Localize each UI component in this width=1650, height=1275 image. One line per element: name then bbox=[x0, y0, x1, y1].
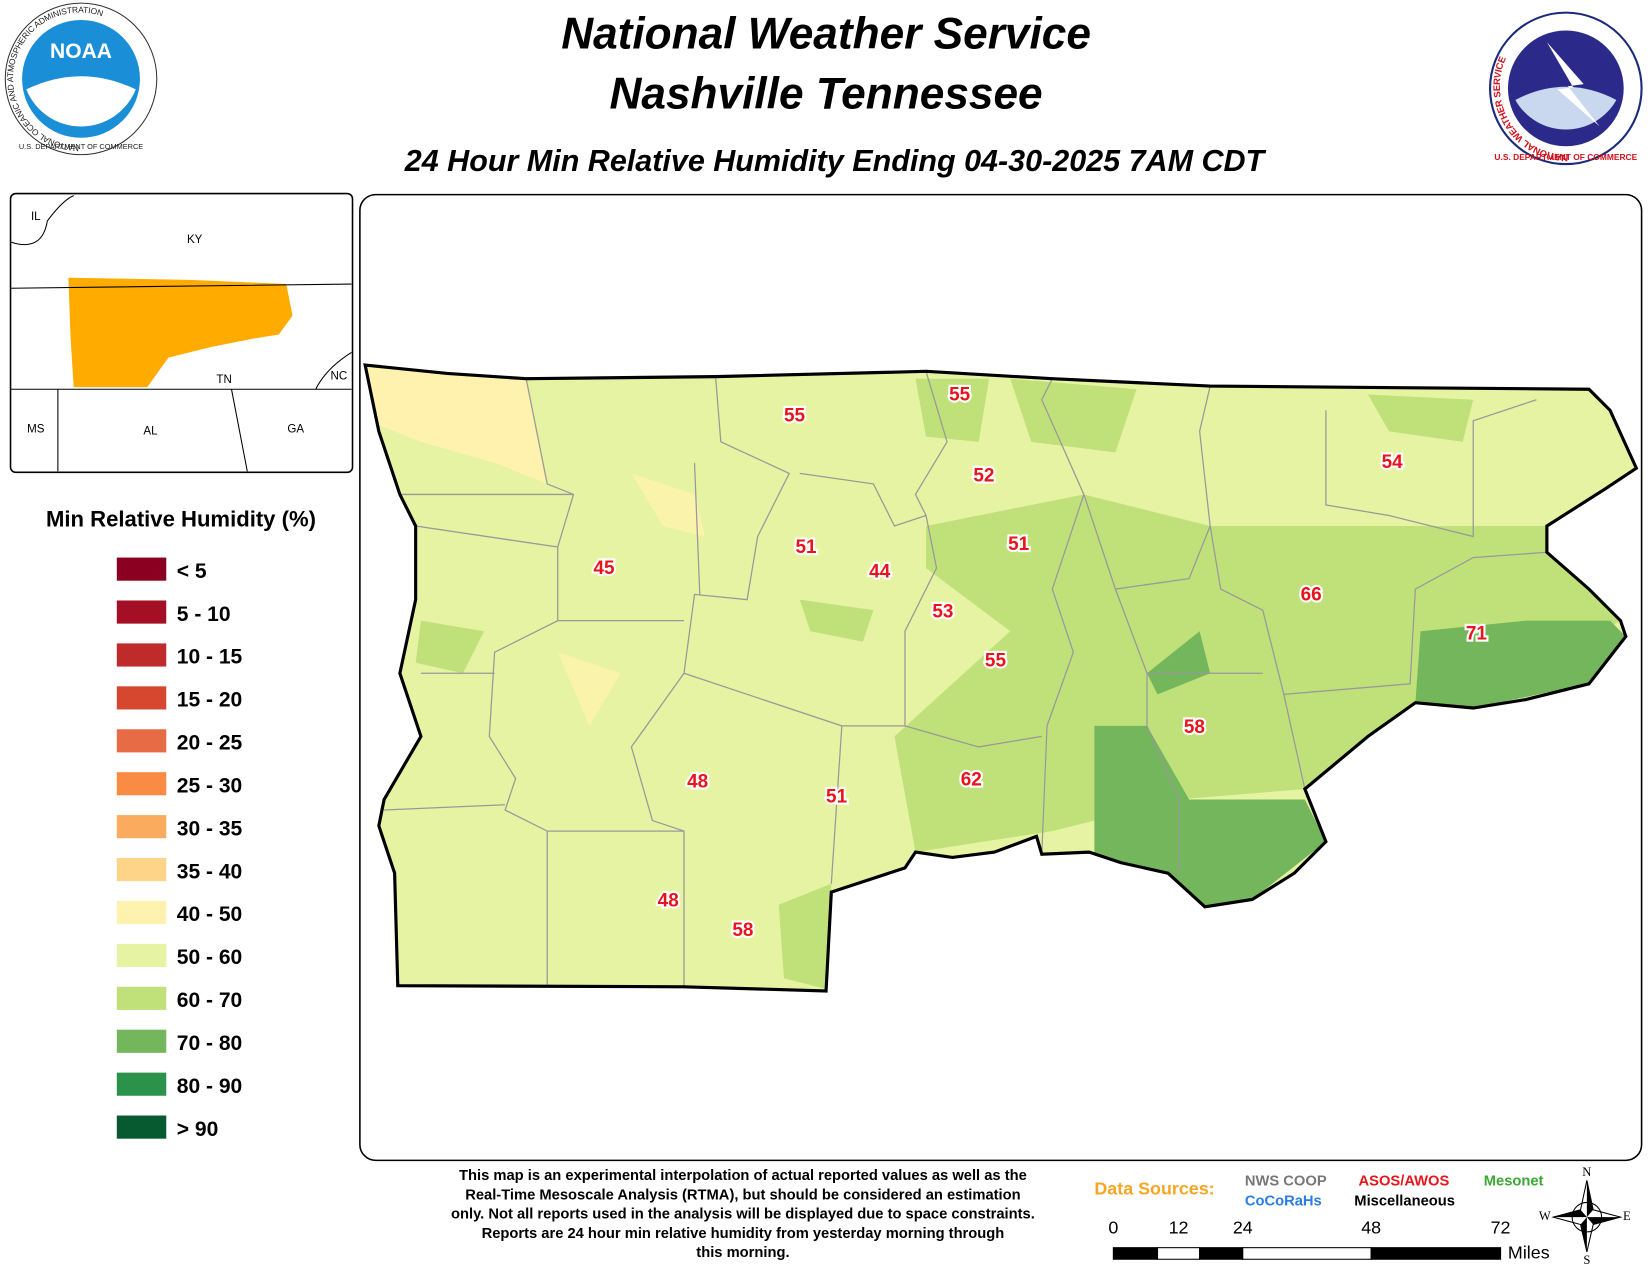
sources-title: Data Sources: bbox=[1094, 1179, 1214, 1199]
legend-label: < 5 bbox=[177, 560, 207, 583]
scale-label: 24 bbox=[1233, 1217, 1253, 1237]
state-label: MS bbox=[27, 423, 45, 435]
nws-dept: U.S. DEPARTMENT OF COMMERCE bbox=[1494, 152, 1637, 162]
station-value: 48 bbox=[687, 772, 708, 793]
station-value: 48 bbox=[658, 891, 679, 912]
station-value: 52 bbox=[973, 466, 994, 487]
station-value: 55 bbox=[985, 651, 1006, 672]
legend-label: 40 - 50 bbox=[177, 903, 242, 926]
compass-letter: N bbox=[1582, 1165, 1591, 1179]
scale-segment bbox=[1157, 1247, 1201, 1260]
station-value: 55 bbox=[784, 406, 805, 427]
legend-swatch bbox=[116, 1029, 167, 1053]
footnote-line: this morning. bbox=[696, 1245, 789, 1261]
compass-letter: E bbox=[1623, 1209, 1631, 1223]
state-label: KY bbox=[187, 234, 203, 246]
legend-swatch bbox=[116, 815, 167, 839]
legend-swatch bbox=[116, 600, 167, 624]
legend-label: 30 - 35 bbox=[177, 817, 243, 840]
station-value: 66 bbox=[1301, 584, 1322, 605]
legend-label: 60 - 70 bbox=[177, 989, 242, 1012]
legend-label: 70 - 80 bbox=[177, 1032, 242, 1055]
legend-swatch bbox=[116, 686, 167, 710]
station-value: 54 bbox=[1382, 452, 1404, 473]
legend-swatch bbox=[116, 557, 167, 581]
legend-label: 20 - 25 bbox=[177, 732, 243, 755]
legend-swatch bbox=[116, 986, 167, 1010]
scale-label: 0 bbox=[1108, 1217, 1118, 1237]
scale-segment bbox=[1112, 1247, 1159, 1260]
station-value: 53 bbox=[932, 601, 953, 622]
source-label: ASOS/AWOS bbox=[1359, 1173, 1450, 1189]
station-value: 58 bbox=[732, 920, 753, 941]
state-label: GA bbox=[287, 423, 304, 435]
footnote-line: only. Not all reports used in the analys… bbox=[451, 1207, 1035, 1223]
state-label: IL bbox=[31, 211, 41, 223]
noaa-dept: U.S. DEPARTMENT OF COMMERCE bbox=[19, 142, 143, 151]
subtitle: 24 Hour Min Relative Humidity Ending 04-… bbox=[404, 144, 1267, 178]
station-value: 62 bbox=[961, 770, 982, 791]
legend-label: 35 - 40 bbox=[177, 860, 242, 883]
source-label: CoCoRaHs bbox=[1245, 1193, 1322, 1209]
legend-label: 25 - 30 bbox=[177, 774, 242, 797]
legend-swatch bbox=[116, 643, 167, 667]
scale-label: 72 bbox=[1491, 1217, 1511, 1237]
footnote-line: Real-Time Mesoscale Analysis (RTMA), but… bbox=[465, 1187, 1020, 1203]
station-value: 51 bbox=[796, 537, 817, 558]
legend-swatch bbox=[116, 772, 167, 796]
legend-swatch bbox=[116, 729, 167, 753]
office: Nashville Tennessee bbox=[609, 69, 1042, 118]
compass: N E S W bbox=[1539, 1165, 1631, 1267]
legend-swatch bbox=[116, 943, 167, 967]
cwa-border bbox=[363, 363, 1639, 993]
source-label: Miscellaneous bbox=[1354, 1193, 1455, 1209]
footnote-line: This map is an experimental interpolatio… bbox=[459, 1168, 1027, 1184]
station-value: 45 bbox=[593, 558, 614, 579]
scale-segment bbox=[1199, 1247, 1244, 1260]
source-label: Mesonet bbox=[1484, 1173, 1544, 1189]
scale-segment bbox=[1242, 1247, 1372, 1260]
state-label: TN bbox=[216, 374, 231, 386]
state-label: NC bbox=[330, 371, 347, 383]
canvas: NOAA NATIONAL OCEANIC AND ATMOSPHERIC AD… bbox=[4, 2, 1643, 1267]
station-value: 51 bbox=[826, 786, 847, 807]
scale-unit: Miles bbox=[1508, 1243, 1550, 1263]
source-label: NWS COOP bbox=[1245, 1173, 1327, 1189]
scale-segment bbox=[1370, 1247, 1502, 1260]
compass-letter: S bbox=[1583, 1253, 1590, 1267]
legend-label: 50 - 60 bbox=[177, 946, 242, 969]
compass-letter: W bbox=[1539, 1209, 1551, 1223]
legend-label: > 90 bbox=[177, 1118, 219, 1141]
legend-label: 10 - 15 bbox=[177, 646, 243, 669]
footnote-line: Reports are 24 hour min relative humidit… bbox=[482, 1226, 1005, 1242]
state-label: AL bbox=[143, 425, 158, 437]
title: National Weather Service bbox=[561, 9, 1091, 58]
station-value: 55 bbox=[949, 385, 970, 406]
county-lines bbox=[384, 371, 1547, 987]
station-value: 51 bbox=[1008, 534, 1029, 555]
legend-swatch bbox=[116, 900, 167, 925]
legend-label: 5 - 10 bbox=[177, 603, 231, 626]
legend-swatch bbox=[116, 1115, 167, 1139]
legend-swatch bbox=[116, 858, 167, 882]
inset-map: IL KY TN NC MS AL GA bbox=[9, 192, 354, 474]
station-value: 44 bbox=[869, 561, 891, 582]
noaa-name: NOAA bbox=[50, 40, 112, 63]
scale-label: 48 bbox=[1361, 1217, 1381, 1237]
legend-label: 15 - 20 bbox=[177, 689, 242, 712]
station-value: 71 bbox=[1466, 623, 1487, 644]
legend-title: Min Relative Humidity (%) bbox=[46, 507, 316, 532]
legend-swatch bbox=[116, 1072, 167, 1096]
nws-logo: NATIONAL WEATHER SERVICE U.S. DEPARTMENT… bbox=[1489, 11, 1643, 166]
scale-label: 12 bbox=[1169, 1217, 1189, 1237]
station-value: 58 bbox=[1184, 717, 1205, 738]
legend-label: 80 - 90 bbox=[177, 1075, 242, 1098]
noaa-logo: NOAA NATIONAL OCEANIC AND ATMOSPHERIC AD… bbox=[4, 2, 158, 156]
